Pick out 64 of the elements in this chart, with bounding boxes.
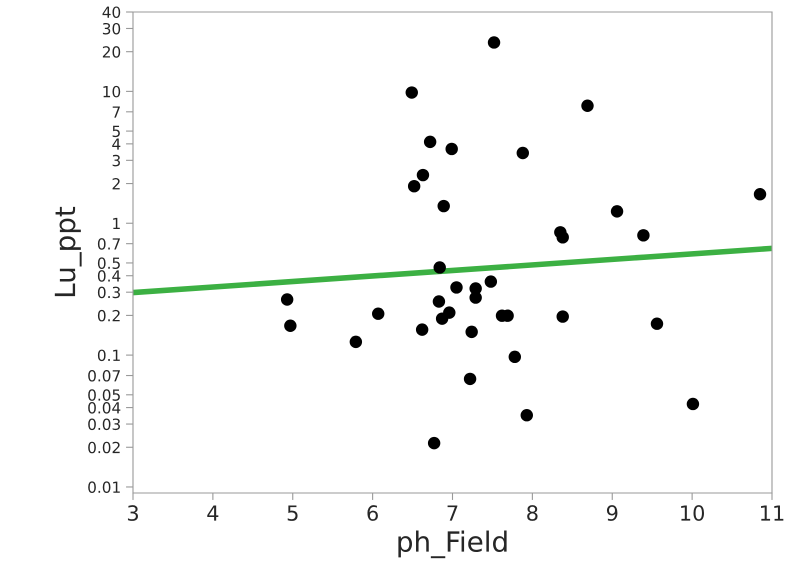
y-tick-label: 0.04 xyxy=(88,402,120,414)
y-tick-label: 0.01 xyxy=(88,481,120,493)
point xyxy=(408,180,420,192)
point xyxy=(432,295,446,308)
y-tick-label: 10 xyxy=(103,86,120,98)
y-tick-label: 0.02 xyxy=(88,442,120,454)
point xyxy=(434,261,446,274)
y-tick-label: 0.7 xyxy=(98,238,120,250)
point xyxy=(445,142,458,156)
y-tick-label: 0.5 xyxy=(98,257,120,269)
y-tick-label: 0.1 xyxy=(98,350,120,362)
x-tick-label: 11 xyxy=(761,505,784,521)
x-tick-label: 8 xyxy=(527,505,538,521)
y-tick-label: 0.3 xyxy=(98,286,120,298)
x-tick-label: 10 xyxy=(681,505,704,521)
y-tick-label: 0.05 xyxy=(88,389,120,401)
point xyxy=(686,398,700,410)
point xyxy=(438,200,450,212)
x-tick-label: 4 xyxy=(207,505,218,521)
y-tick-label: 0.07 xyxy=(88,370,120,382)
x-axis-title: ph_Field xyxy=(398,530,507,558)
y-tick-label: 0.2 xyxy=(98,310,120,322)
point xyxy=(508,350,522,364)
y-tick-label: 20 xyxy=(102,46,120,58)
y-axis-title: Lu_ppt xyxy=(54,206,82,296)
y-tick-label: 7 xyxy=(112,106,120,118)
point xyxy=(754,188,766,200)
point xyxy=(556,231,569,244)
point xyxy=(520,409,533,422)
point xyxy=(450,281,463,294)
point xyxy=(650,318,664,330)
point xyxy=(416,168,430,182)
point xyxy=(406,86,418,99)
y-tick-label: 3 xyxy=(112,154,120,166)
y-tick-label: 0.4 xyxy=(98,270,120,282)
y-tick-label: 0.03 xyxy=(88,418,120,430)
point xyxy=(488,36,500,49)
point xyxy=(516,146,529,160)
x-tick-label: 7 xyxy=(448,505,458,521)
point xyxy=(443,306,456,319)
point xyxy=(372,308,384,320)
point xyxy=(465,326,478,338)
x-tick-label: 3 xyxy=(128,505,138,521)
x-tick-label: 5 xyxy=(288,505,298,521)
point xyxy=(424,136,436,148)
point xyxy=(556,310,569,323)
point xyxy=(350,336,362,348)
point xyxy=(464,372,476,386)
point xyxy=(428,436,440,450)
y-tick-label: 1 xyxy=(113,218,120,230)
point xyxy=(284,320,297,332)
point xyxy=(280,293,294,306)
x-tick-label: 6 xyxy=(367,505,378,521)
point xyxy=(416,323,428,336)
point xyxy=(484,275,498,288)
point xyxy=(610,205,624,218)
x-tick-label: 9 xyxy=(606,505,618,521)
y-tick-label: 40 xyxy=(102,6,120,18)
y-tick-label: 5 xyxy=(112,126,120,138)
point xyxy=(581,100,594,112)
y-tick-label: 4 xyxy=(112,138,120,150)
point xyxy=(637,229,650,242)
y-tick-label: 2 xyxy=(112,178,120,190)
y-tick-label: 30 xyxy=(102,22,120,34)
